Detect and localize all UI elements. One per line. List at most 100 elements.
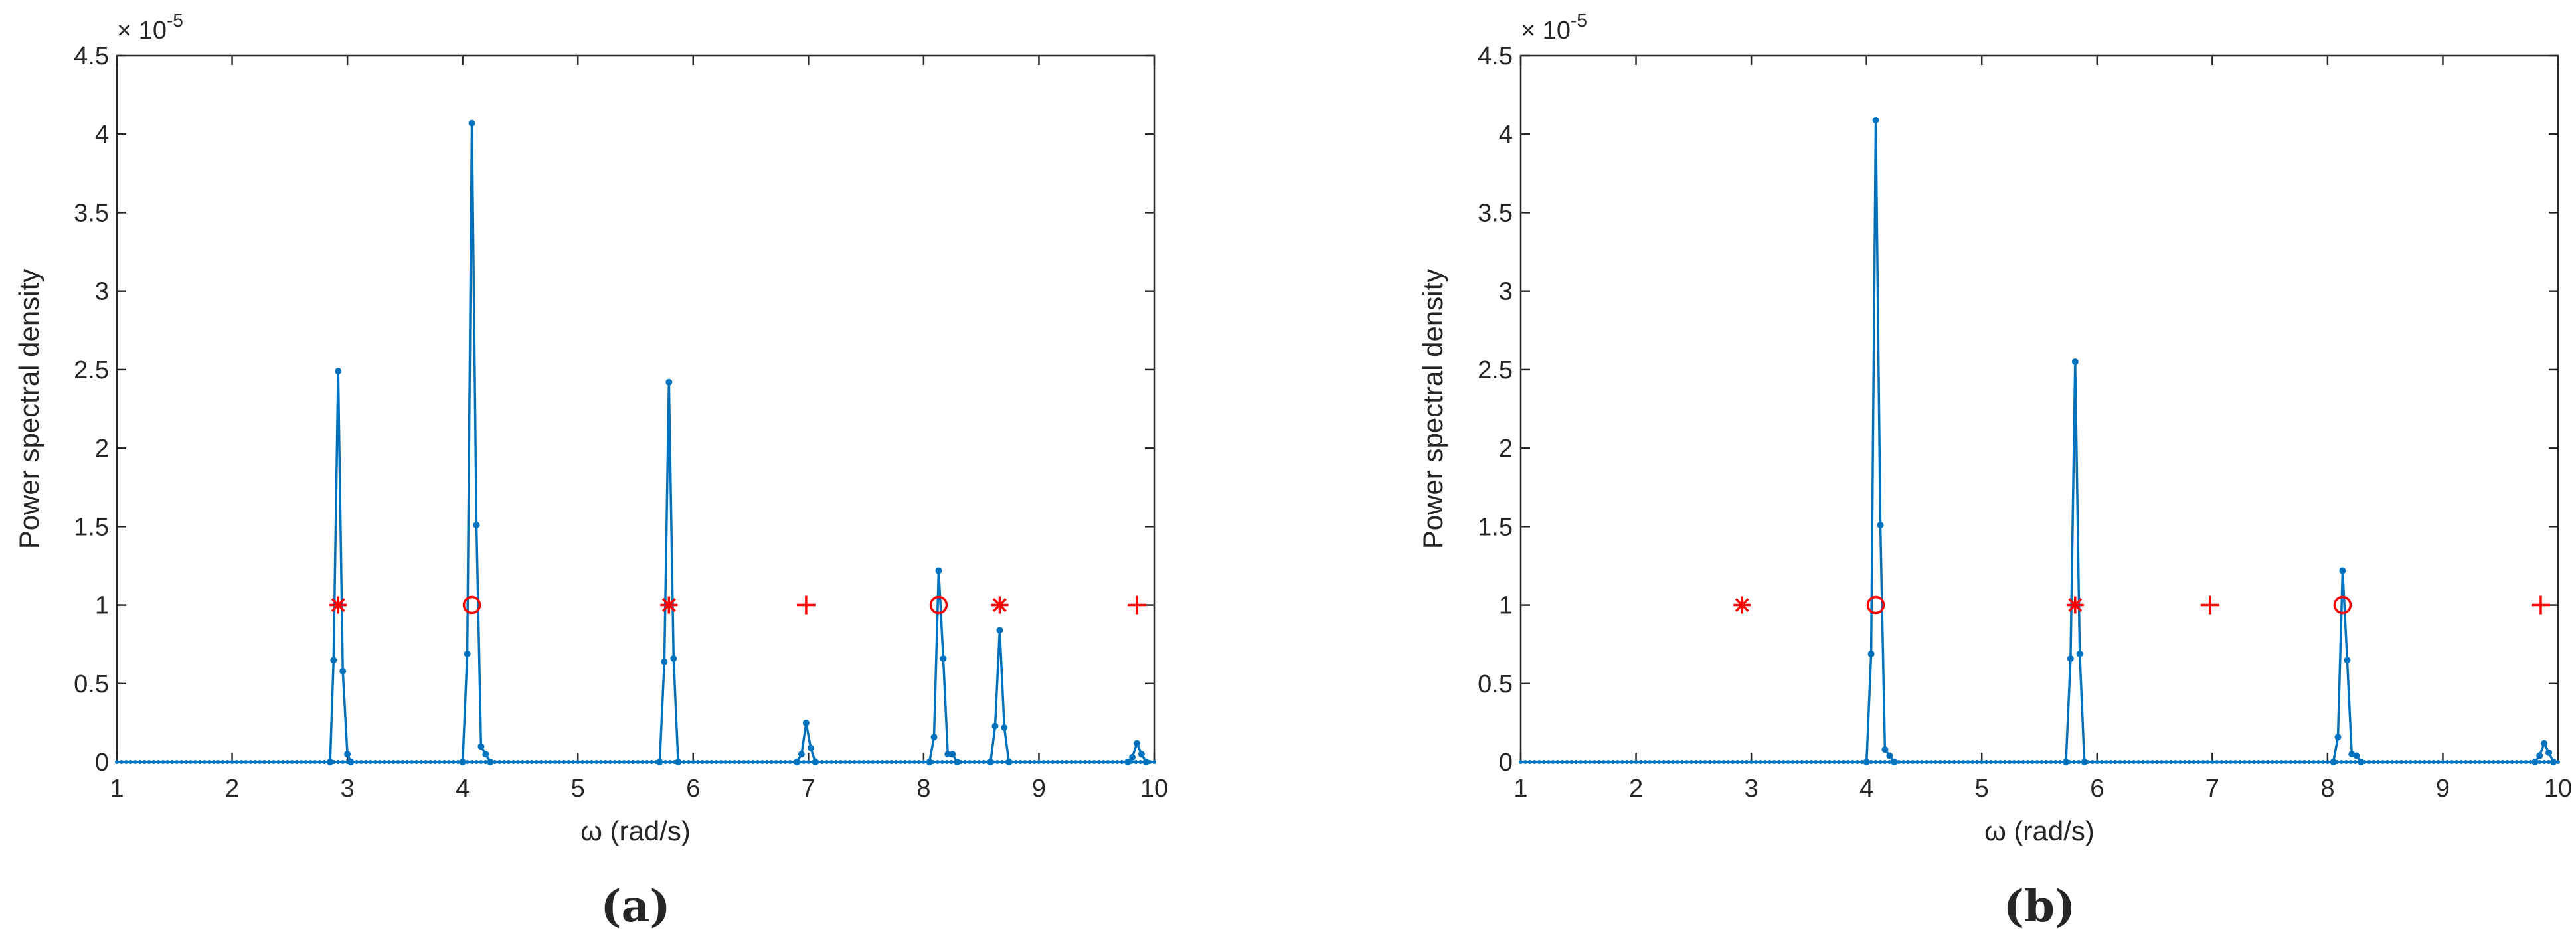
series-point [2334, 734, 2342, 741]
x-tick-label: 5 [1975, 775, 1989, 803]
series-point [2251, 760, 2256, 764]
series-point [1046, 760, 1051, 764]
series-point [230, 760, 234, 764]
series-point [2044, 760, 2049, 764]
series-point [1142, 759, 1150, 765]
series-point [1863, 759, 1870, 765]
series-point [2505, 760, 2510, 764]
series-point [940, 760, 944, 764]
series-point [137, 760, 142, 764]
x-axis-label: ω (rad/s) [1984, 815, 2095, 846]
series-point [1947, 760, 1952, 764]
marker-circle [929, 595, 948, 615]
series-point [1790, 760, 1795, 764]
series-point [755, 760, 760, 764]
series-point [1588, 760, 1592, 764]
series-point [705, 760, 709, 764]
series-point [184, 760, 189, 764]
series-point [2247, 760, 2251, 764]
marker-plus [2200, 595, 2219, 615]
series-point [1537, 760, 1541, 764]
series-point [1078, 760, 1082, 764]
series-point [2413, 760, 2417, 764]
series-point [1886, 752, 1893, 759]
series-point [1689, 760, 1693, 764]
x-tick-label: 7 [802, 775, 816, 803]
series-point [515, 760, 520, 764]
series-point [2358, 759, 2365, 765]
series-point [1648, 760, 1652, 764]
series-point [272, 760, 276, 764]
series-point [382, 760, 386, 764]
series-point [525, 760, 529, 764]
series-point [825, 760, 829, 764]
series-point [954, 759, 961, 765]
y-exponent-power: -5 [1571, 10, 1587, 31]
series-point [2067, 655, 2074, 662]
series-point [1634, 760, 1638, 764]
series-point [553, 760, 557, 764]
y-tick-label: 0.5 [74, 671, 109, 698]
series-point [456, 760, 460, 764]
series-point [944, 760, 949, 764]
series-point [631, 760, 636, 764]
series-point [1989, 760, 1994, 764]
y-tick-label: 1.5 [74, 513, 109, 541]
series-point [262, 760, 267, 764]
series-point [170, 760, 175, 764]
marker-plus [2531, 595, 2550, 615]
series-point [1873, 760, 1878, 764]
y-exponent-base: × 10 [1521, 17, 1571, 44]
series-point [386, 760, 391, 764]
series-point [2288, 760, 2293, 764]
y-tick-label: 3 [1499, 278, 1513, 306]
series-point [977, 760, 982, 764]
series-point [2215, 760, 2219, 764]
series-point [1657, 760, 1662, 764]
series-point [1897, 760, 1901, 764]
series-point [474, 760, 479, 764]
series-point [935, 760, 940, 764]
series-point [2339, 567, 2346, 574]
series-point [2545, 749, 2553, 756]
series-point [996, 627, 1003, 634]
series-point [1911, 760, 1915, 764]
series-point [636, 760, 640, 764]
series-point [419, 760, 424, 764]
series-point [1754, 760, 1759, 764]
series-point [400, 760, 405, 764]
series-point [778, 760, 783, 764]
series-point [165, 760, 170, 764]
series-point [2464, 760, 2468, 764]
series-point [580, 760, 585, 764]
series-point [2293, 760, 2298, 764]
series-point [2159, 760, 2164, 764]
series-point [2536, 752, 2543, 759]
series-point [548, 760, 553, 764]
marker-asterisk [660, 596, 678, 614]
series-point [1037, 760, 1041, 764]
series-point [1615, 760, 1620, 764]
series-point [875, 760, 880, 764]
series-point [487, 759, 494, 765]
series-point [566, 760, 571, 764]
series-point [737, 760, 742, 764]
series-point [1970, 760, 1975, 764]
y-exponent-power: -5 [167, 10, 183, 31]
series-point [2039, 760, 2044, 764]
series-point [857, 760, 861, 764]
series-point [1629, 760, 1634, 764]
series-point [2077, 760, 2081, 764]
series-point [248, 760, 253, 764]
series-point [2422, 760, 2427, 764]
series-point [2219, 760, 2224, 764]
series-point [2541, 740, 2548, 747]
series-point [482, 751, 489, 758]
series-point [1643, 760, 1648, 764]
series-point [373, 760, 377, 764]
series-point [562, 760, 566, 764]
series-point [2012, 760, 2016, 764]
series-point [2099, 760, 2104, 764]
series-point [665, 378, 673, 386]
x-tick-label: 1 [110, 775, 124, 803]
